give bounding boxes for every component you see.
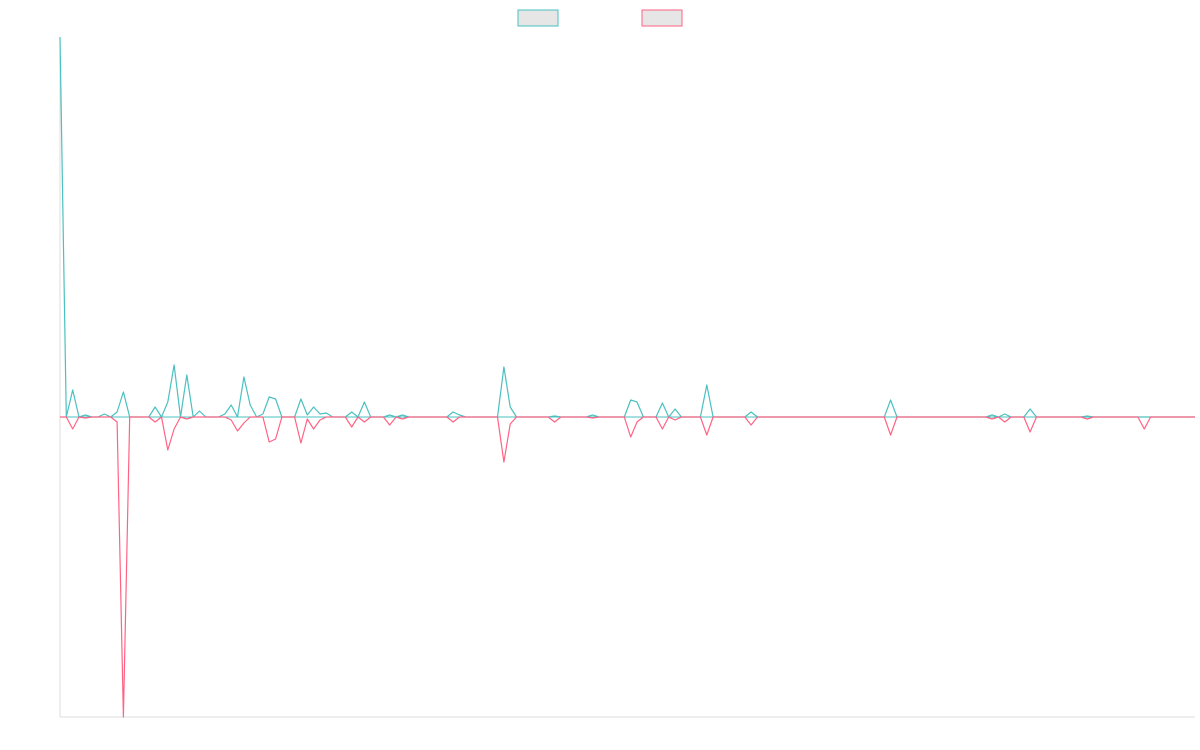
legend-swatch-2 — [641, 9, 683, 27]
axes — [59, 37, 1195, 718]
legend-swatch-1 — [517, 9, 559, 27]
series-1-line — [59, 36, 1195, 418]
series-layer — [59, 36, 1195, 718]
series-2-line — [60, 416, 1195, 718]
legend — [517, 9, 683, 27]
